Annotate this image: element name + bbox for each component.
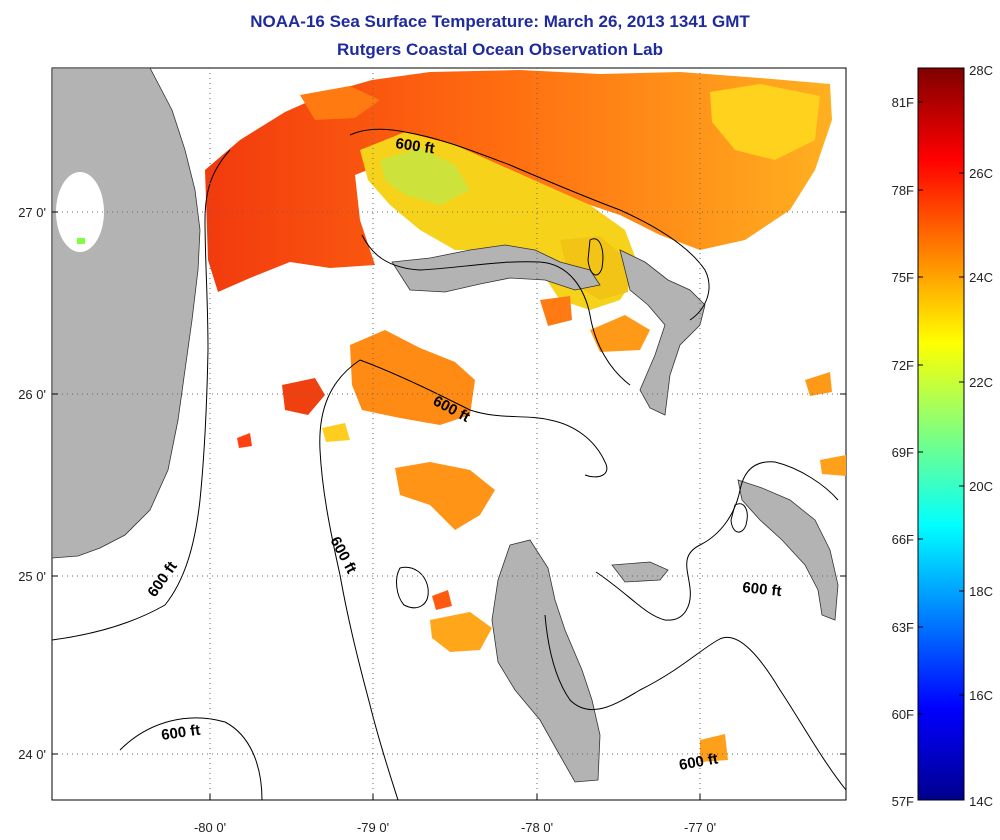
longitude-labels: -80 0' -79 0' -78 0' -77 0' (194, 820, 716, 835)
colorbar-c-label: 22C (969, 375, 993, 390)
colorbar-f-label: 57F (892, 794, 914, 809)
colorbar-c-label: 18C (969, 584, 993, 599)
lon-label: -80 0' (194, 820, 226, 835)
latitude-labels: 27 0' 26 0' 25 0' 24 0' (18, 205, 46, 762)
fahrenheit-labels: 81F 78F 75F 72F 69F 66F 63F 60F 57F (892, 95, 914, 809)
isobath-label: 600 ft (742, 579, 783, 600)
isobath-contours (52, 128, 846, 800)
colorbar-c-label: 16C (969, 688, 993, 703)
lat-label: 27 0' (18, 205, 46, 220)
lon-label: -77 0' (684, 820, 716, 835)
colorbar-f-label: 69F (892, 445, 914, 460)
lon-label: -78 0' (521, 820, 553, 835)
colorbar-f-label: 60F (892, 707, 914, 722)
colorbar-f-label: 81F (892, 95, 914, 110)
colorbar-c-label: 24C (969, 270, 993, 285)
lat-label: 24 0' (18, 747, 46, 762)
colorbar-c-label: 20C (969, 479, 993, 494)
map-title: NOAA-16 Sea Surface Temperature: March 2… (250, 12, 750, 31)
colorbar-f-label: 63F (892, 620, 914, 635)
berry-islands-land (611, 561, 669, 583)
lon-label: -79 0' (357, 820, 389, 835)
colorbar-c-label: 14C (969, 794, 993, 809)
colorbar-f-label: 66F (892, 532, 914, 547)
abaco-land (619, 249, 706, 416)
map-subtitle: Rutgers Coastal Ocean Observation Lab (337, 40, 663, 59)
lake-sst-pixel (77, 238, 85, 244)
isobath-label: 600 ft (160, 722, 201, 744)
colorbar-scale (917, 67, 965, 801)
isobath-label: 600 ft (394, 135, 435, 157)
colorbar-f-label: 75F (892, 270, 914, 285)
axis-ticks (52, 211, 846, 800)
celsius-labels: 28C 26C 24C 22C 20C 18C 16C 14C (969, 63, 993, 809)
colorbar-c-label: 26C (969, 166, 993, 181)
map-content: 600 ft 600 ft 600 ft 600 ft 600 ft 600 f… (52, 68, 846, 800)
lat-label: 25 0' (18, 569, 46, 584)
isobath-label: 600 ft (678, 750, 720, 774)
colorbar-f-label: 72F (892, 358, 914, 373)
grand-bahama-land (391, 244, 601, 293)
graticule (52, 68, 846, 800)
colorbar-f-label: 78F (892, 183, 914, 198)
colorbar-ticks (918, 101, 964, 715)
colorbar-c-label: 28C (969, 63, 993, 78)
lake-okeechobee (56, 172, 104, 252)
andros-land (491, 539, 601, 783)
lat-label: 26 0' (18, 387, 46, 402)
eleuthera-land (737, 479, 839, 621)
sst-warm-patches (237, 296, 846, 762)
colorbar: 81F 78F 75F 72F 69F 66F 63F 60F 57F 28C … (892, 63, 993, 809)
